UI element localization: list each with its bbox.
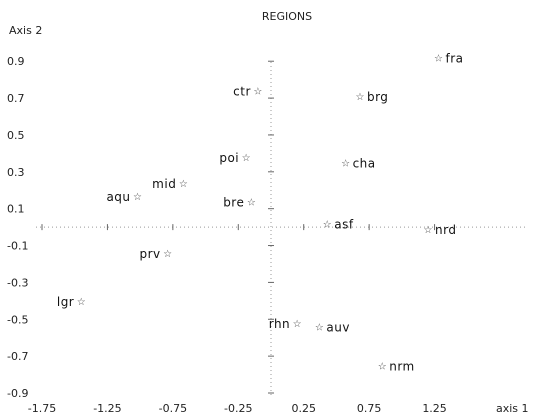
point-label: lgr [57, 295, 74, 309]
data-point-fra: ☆ fra [434, 52, 463, 66]
data-point-nrm: ☆ nrm [378, 359, 415, 373]
star-marker: ☆ [242, 153, 251, 164]
point-label: auv [326, 321, 350, 335]
point-label: prv [139, 247, 160, 261]
data-point-asf: ☆ asf [323, 217, 354, 231]
star-marker: ☆ [77, 297, 86, 308]
point-label: brg [367, 90, 388, 104]
star-marker: ☆ [179, 179, 188, 190]
data-point-aqu: ☆aqu [106, 190, 142, 204]
axes [36, 60, 525, 396]
x-tick-labels: -1.75 -1.25 -0.75 -0.25 0.25 0.75 1.25 [28, 402, 447, 413]
y-tick-labels: 0.9 0.7 0.5 0.3 0.1 -0.1 -0.3 -0.5 -0.7 -0.9 [7, 55, 28, 400]
data-point-ctr: ☆ctr [233, 85, 262, 99]
y-tick-label: -0.3 [7, 276, 28, 289]
y-tick-label: 0.7 [7, 92, 25, 105]
data-point-cha: ☆ cha [341, 157, 376, 171]
point-label: nrm [389, 359, 415, 373]
point-label: cha [353, 157, 376, 171]
x-tick-label: 0.75 [357, 402, 382, 413]
y-tick-label: 0.3 [7, 166, 25, 179]
x-tick-label: 1.25 [422, 402, 447, 413]
point-label: mid [152, 177, 176, 191]
point-label: poi [219, 151, 239, 165]
data-point-bre: ☆bre [223, 195, 256, 209]
data-point-brg: ☆ brg [355, 90, 388, 104]
y-tick-label: 0.5 [7, 129, 25, 142]
y-tick-label: -0.9 [7, 387, 28, 400]
data-points: ☆ fra☆ctr ☆ brg☆poi ☆ cha☆mid☆aqu ☆bre☆ asf ☆ nrd… [57, 52, 463, 374]
y-axis-label: Axis 2 [9, 24, 42, 37]
point-label: nrd [435, 223, 456, 237]
y-tick-label: -0.5 [7, 313, 28, 326]
data-point-nrd: ☆ nrd [424, 223, 456, 237]
x-tick-label: 0.25 [291, 402, 316, 413]
point-label: bre [223, 195, 244, 209]
star-marker: ☆ [341, 159, 350, 170]
y-tick-label: 0.1 [7, 203, 25, 216]
x-tick-label: -0.75 [159, 402, 187, 413]
point-label: fra [445, 52, 463, 66]
star-marker: ☆ [355, 92, 364, 103]
data-point-poi: ☆poi [219, 151, 250, 165]
point-label: asf [334, 217, 354, 231]
star-marker: ☆ [133, 192, 142, 203]
star-marker: ☆ [163, 249, 172, 260]
star-marker: ☆ [315, 323, 324, 334]
data-point-lgr: ☆lgr [57, 295, 86, 309]
x-axis-label: axis 1 [496, 402, 529, 413]
y-tick-label: -0.1 [7, 240, 28, 253]
data-point-prv: ☆prv [139, 247, 172, 261]
point-label: rhn [269, 317, 290, 331]
star-marker: ☆ [434, 54, 443, 65]
data-point-rhn: ☆rhn [269, 317, 302, 331]
point-label: aqu [106, 190, 130, 204]
star-marker: ☆ [323, 219, 332, 230]
x-tick-label: -0.25 [224, 402, 252, 413]
star-marker: ☆ [424, 225, 433, 236]
star-marker: ☆ [247, 197, 256, 208]
y-tick-label: -0.7 [7, 350, 28, 363]
point-label: ctr [233, 85, 251, 99]
x-tick-label: -1.75 [28, 402, 56, 413]
data-point-mid: ☆mid [152, 177, 188, 191]
star-marker: ☆ [378, 361, 387, 372]
y-tick-label: 0.9 [7, 55, 25, 68]
data-point-auv: ☆ auv [315, 321, 350, 335]
star-marker: ☆ [253, 87, 262, 98]
star-marker: ☆ [293, 319, 302, 330]
chart-title: REGIONS [262, 10, 312, 23]
x-tick-label: -1.25 [93, 402, 121, 413]
